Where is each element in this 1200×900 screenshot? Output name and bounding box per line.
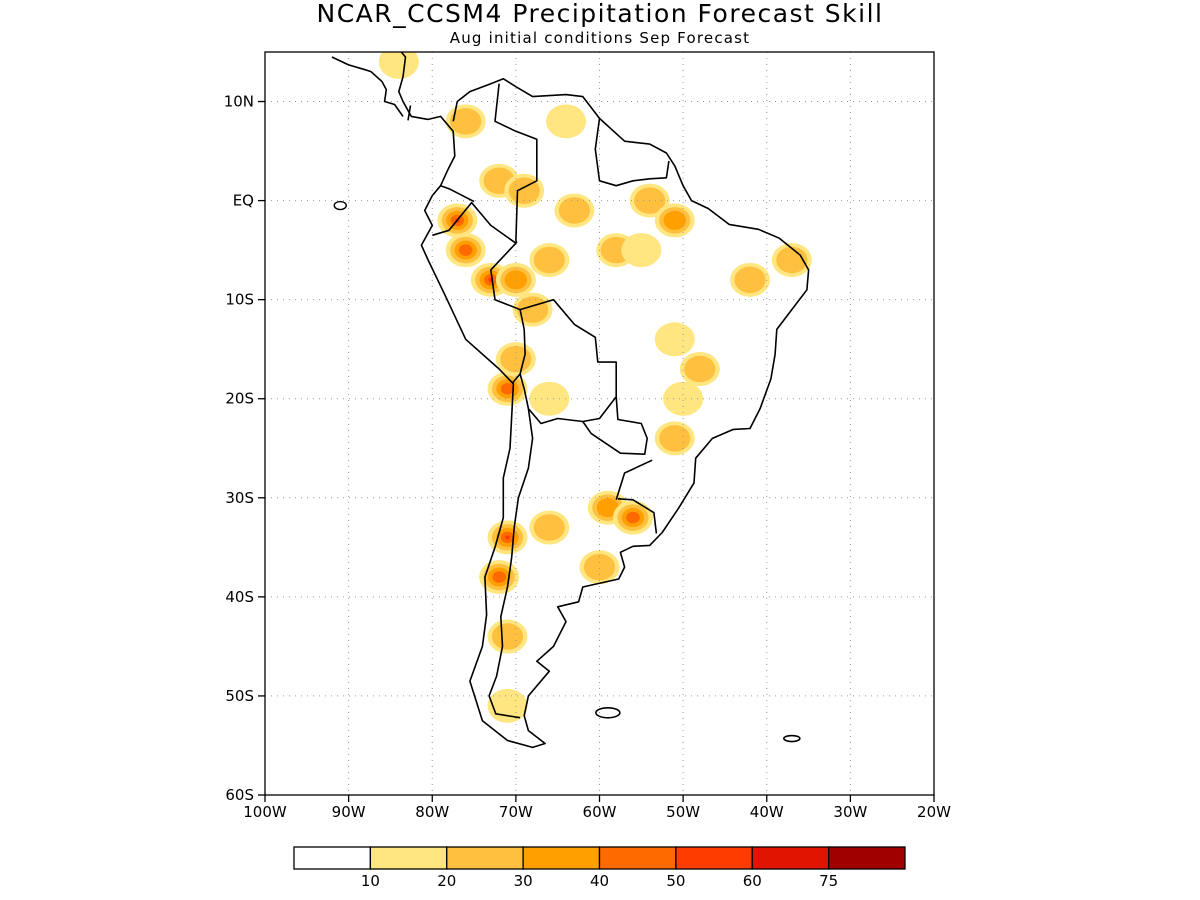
border-uruguay-brazil	[617, 498, 658, 534]
legend-swatch-2	[446, 846, 524, 870]
skill-blob-25-level-5	[505, 535, 510, 540]
skill-blob-20-level-2	[500, 345, 532, 373]
lon-tick-label: 80W	[415, 803, 449, 821]
skill-blob-24-level-4	[626, 511, 640, 524]
legend-swatch-4	[598, 846, 677, 870]
border-bolivia	[519, 298, 617, 425]
skill-shading-layer	[378, 52, 812, 723]
skill-blob-3-level-3	[504, 270, 528, 290]
lat-tick-label: EQ	[233, 192, 254, 210]
border-guianas	[594, 118, 670, 187]
legend-label-75: 75	[819, 872, 838, 890]
skill-blob-18-level-1	[663, 381, 704, 416]
skill-blob-7-level-1	[546, 104, 587, 139]
skill-blob-4-level-2	[533, 246, 565, 274]
lon-tick-label: 40W	[750, 803, 784, 821]
skill-blob-26-level-4	[492, 571, 506, 583]
south-georgia-island	[783, 734, 801, 743]
gridlines	[265, 52, 934, 795]
skill-blob-15-level-2	[734, 266, 766, 294]
lon-tick-label: 50W	[666, 803, 700, 821]
coastlines-and-borders	[331, 52, 810, 749]
legend-swatch-7	[827, 846, 906, 870]
legend-swatch-3	[522, 846, 601, 870]
lon-tick-label: 20W	[917, 803, 951, 821]
legend-swatch-6	[751, 846, 830, 870]
lon-tick-label: 30W	[833, 803, 867, 821]
skill-blob-14-level-1	[621, 233, 662, 268]
skill-blob-16-level-2	[776, 246, 808, 274]
legend-label-60: 60	[743, 872, 762, 890]
skill-blob-21-level-4	[500, 383, 515, 395]
skill-blob-27-level-2	[533, 514, 565, 541]
legend-label-50: 50	[666, 872, 685, 890]
lon-tick-label: 70W	[499, 803, 533, 821]
lon-tick-label: 100W	[243, 803, 287, 821]
border-colombia-ecuador	[440, 184, 475, 203]
legend-swatch-0	[293, 846, 372, 870]
border-panama-costa-rica	[407, 105, 412, 121]
map-subtitle: Aug initial conditions Sep Forecast	[449, 29, 751, 47]
skill-blob-9-level-2	[558, 197, 591, 224]
legend-swatch-1	[369, 846, 448, 870]
lat-tick-label: 20S	[225, 390, 254, 408]
map-frame	[264, 51, 935, 796]
lat-tick-label: 60S	[225, 786, 254, 804]
border-colombia-venezuela-brazil	[494, 83, 538, 244]
coastline-central-america-pacific	[331, 56, 404, 117]
lat-tick-label: 10N	[224, 93, 254, 111]
skill-blob-12-level-3	[663, 210, 686, 230]
skill-blob-22-level-1	[529, 381, 570, 416]
lat-tick-label: 10S	[225, 291, 254, 309]
skill-blob-23-level-3	[596, 498, 620, 518]
skill-blob-32-level-1	[378, 52, 419, 79]
skill-blob-31-level-1	[654, 322, 695, 357]
skill-blob-29-level-2	[491, 623, 524, 650]
lat-tick-label: 40S	[225, 588, 254, 606]
legend-label-10: 10	[361, 872, 380, 890]
skill-blob-28-level-2	[583, 553, 616, 581]
lon-tick-label: 90W	[332, 803, 366, 821]
border-paraguay	[582, 396, 648, 455]
lat-tick-label: 50S	[225, 687, 254, 705]
coastline-south-america	[398, 52, 810, 749]
legend-label-40: 40	[590, 872, 609, 890]
lon-tick-label: 60W	[583, 803, 617, 821]
map-title: NCAR_CCSM4 Precipitation Forecast Skill	[316, 0, 884, 28]
border-argentina-brazil	[615, 459, 653, 501]
border-chile-argentina	[488, 408, 534, 719]
skill-blob-19-level-2	[659, 425, 691, 452]
legend-swatch-5	[675, 846, 753, 870]
skill-blob-17-level-2	[684, 355, 716, 383]
lat-tick-label: 30S	[225, 489, 254, 507]
skill-blob-6-level-2	[450, 108, 482, 135]
legend-label-30: 30	[514, 872, 533, 890]
border-peru-brazil-bolivia	[432, 201, 526, 384]
falkland-islands	[595, 706, 621, 719]
color-legend: 10 20 30 40 50 60 75	[293, 846, 906, 890]
skill-blob-2-level-4	[458, 244, 473, 256]
legend-label-20: 20	[437, 872, 456, 890]
galapagos-islands	[333, 200, 347, 211]
